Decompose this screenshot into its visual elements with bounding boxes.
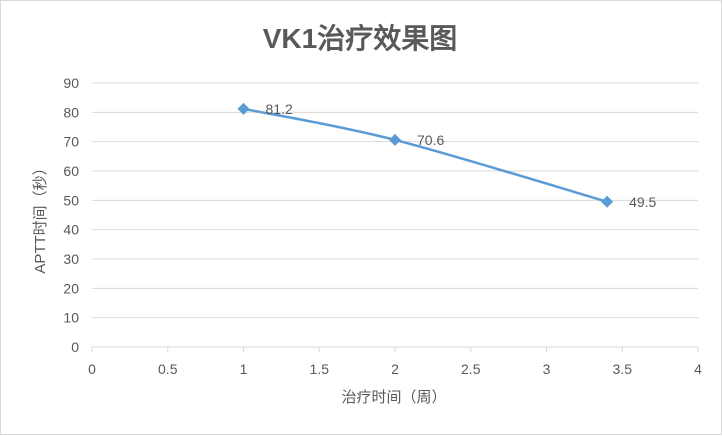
- x-tick-label: 2.5: [461, 361, 481, 377]
- x-tick-label: 1.5: [310, 361, 330, 377]
- y-tick-label: 30: [63, 251, 79, 267]
- y-tick-label: 90: [63, 75, 79, 91]
- x-tick-label: 0: [88, 361, 96, 377]
- data-point-marker: [389, 133, 401, 146]
- y-tick-label: 40: [63, 222, 79, 238]
- y-tick-label: 20: [63, 280, 79, 296]
- data-point-marker: [601, 195, 614, 208]
- series-line: [242, 107, 609, 204]
- x-tick-label: 1: [240, 361, 248, 377]
- x-tick-label: 4: [694, 361, 702, 377]
- series: 81.2 70.6 49.5: [237, 101, 657, 210]
- data-label: 81.2: [266, 101, 293, 117]
- x-tick-label: 2: [391, 361, 399, 377]
- y-axis-ticks: 0 10 20 30 40 50 60 70 80 90: [63, 75, 79, 355]
- data-label: 49.5: [629, 194, 656, 210]
- data-label: 70.6: [417, 132, 444, 148]
- y-tick-label: 70: [63, 134, 79, 150]
- x-tick-label: 0.5: [158, 361, 178, 377]
- y-tick-label: 80: [63, 104, 79, 120]
- x-tick-label: 3.5: [613, 361, 633, 377]
- y-axis-label: APTT时间（秒）: [32, 160, 49, 273]
- x-axis-ticks: 0 0.5 1 1.5 2 2.5 3 3.5 4: [88, 361, 702, 377]
- y-tick-label: 10: [63, 310, 79, 326]
- y-tick-label: 50: [63, 192, 79, 208]
- x-axis-label: 治疗时间（周）: [341, 389, 446, 406]
- data-point-marker: [237, 102, 250, 115]
- chart-title: VK1治疗效果图: [263, 22, 457, 54]
- y-tick-label: 0: [71, 339, 79, 355]
- y-tick-label: 60: [63, 163, 79, 179]
- gridlines: [91, 82, 699, 352]
- x-tick-label: 3: [543, 361, 551, 377]
